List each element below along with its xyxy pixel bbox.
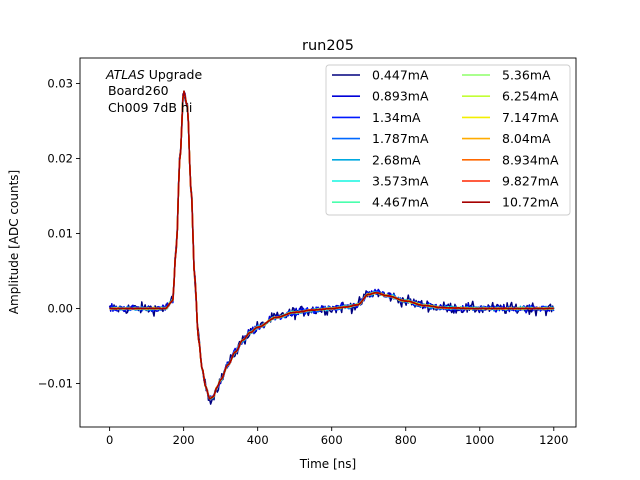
y-tick-label: 0.01: [47, 227, 73, 241]
x-tick-label: 0: [106, 433, 113, 447]
annotation-line-2: Board260: [108, 83, 169, 98]
y-axis-ticks: −0.01 0.00 0.01 0.02 0.03: [38, 77, 80, 391]
legend: 0.447mA 0.893mA 1.34mA 1.787mA 2.68mA 3.573mA…: [325, 64, 571, 216]
x-tick-label: 600: [321, 433, 343, 447]
x-axis-ticks: 0 200 400 600 800 1000 1200: [106, 427, 568, 447]
chart-title: run205: [302, 38, 354, 54]
legend-label: 4.467mA: [372, 195, 429, 210]
legend-label: 8.934mA: [502, 152, 559, 167]
annotation-line-3: Ch009 7dB hi: [108, 100, 192, 115]
legend-label: 8.04mA: [502, 131, 551, 146]
y-tick-label: 0.00: [47, 302, 73, 316]
y-axis-label: Amplitude [ADC counts]: [7, 170, 21, 314]
legend-label: 3.573mA: [372, 174, 429, 189]
x-tick-label: 400: [247, 433, 269, 447]
x-tick-label: 800: [395, 433, 417, 447]
legend-box: [325, 64, 571, 216]
legend-label: 2.68mA: [372, 152, 421, 167]
x-tick-label: 200: [173, 433, 195, 447]
y-tick-label: −0.01: [38, 377, 73, 391]
legend-label: 7.147mA: [502, 110, 559, 125]
legend-label: 6.254mA: [502, 89, 559, 104]
legend-label: 5.36mA: [502, 68, 551, 83]
annotation-atlas: ATLAS: [105, 67, 145, 82]
y-tick-label: 0.03: [47, 77, 73, 91]
y-tick-label: 0.02: [47, 152, 73, 166]
annotation-upgrade: Upgrade: [145, 67, 203, 82]
x-axis-label: Time [ns]: [299, 457, 356, 471]
atlas-annotation: ATLAS Upgrade Board260 Ch009 7dB hi: [105, 67, 202, 115]
legend-label: 1.787mA: [372, 131, 429, 146]
legend-label: 1.34mA: [372, 110, 421, 125]
legend-label: 10.72mA: [502, 195, 559, 210]
series-line-13: [109, 90, 554, 400]
legend-label: 9.827mA: [502, 174, 559, 189]
annotation-line-1: ATLAS Upgrade: [105, 67, 202, 82]
x-tick-label: 1000: [465, 433, 494, 447]
x-tick-label: 1200: [539, 433, 568, 447]
trace-group: [108, 90, 555, 405]
plot-frame: [79, 57, 577, 428]
legend-label: 0.447mA: [372, 68, 429, 83]
legend-label: 0.893mA: [372, 89, 429, 104]
